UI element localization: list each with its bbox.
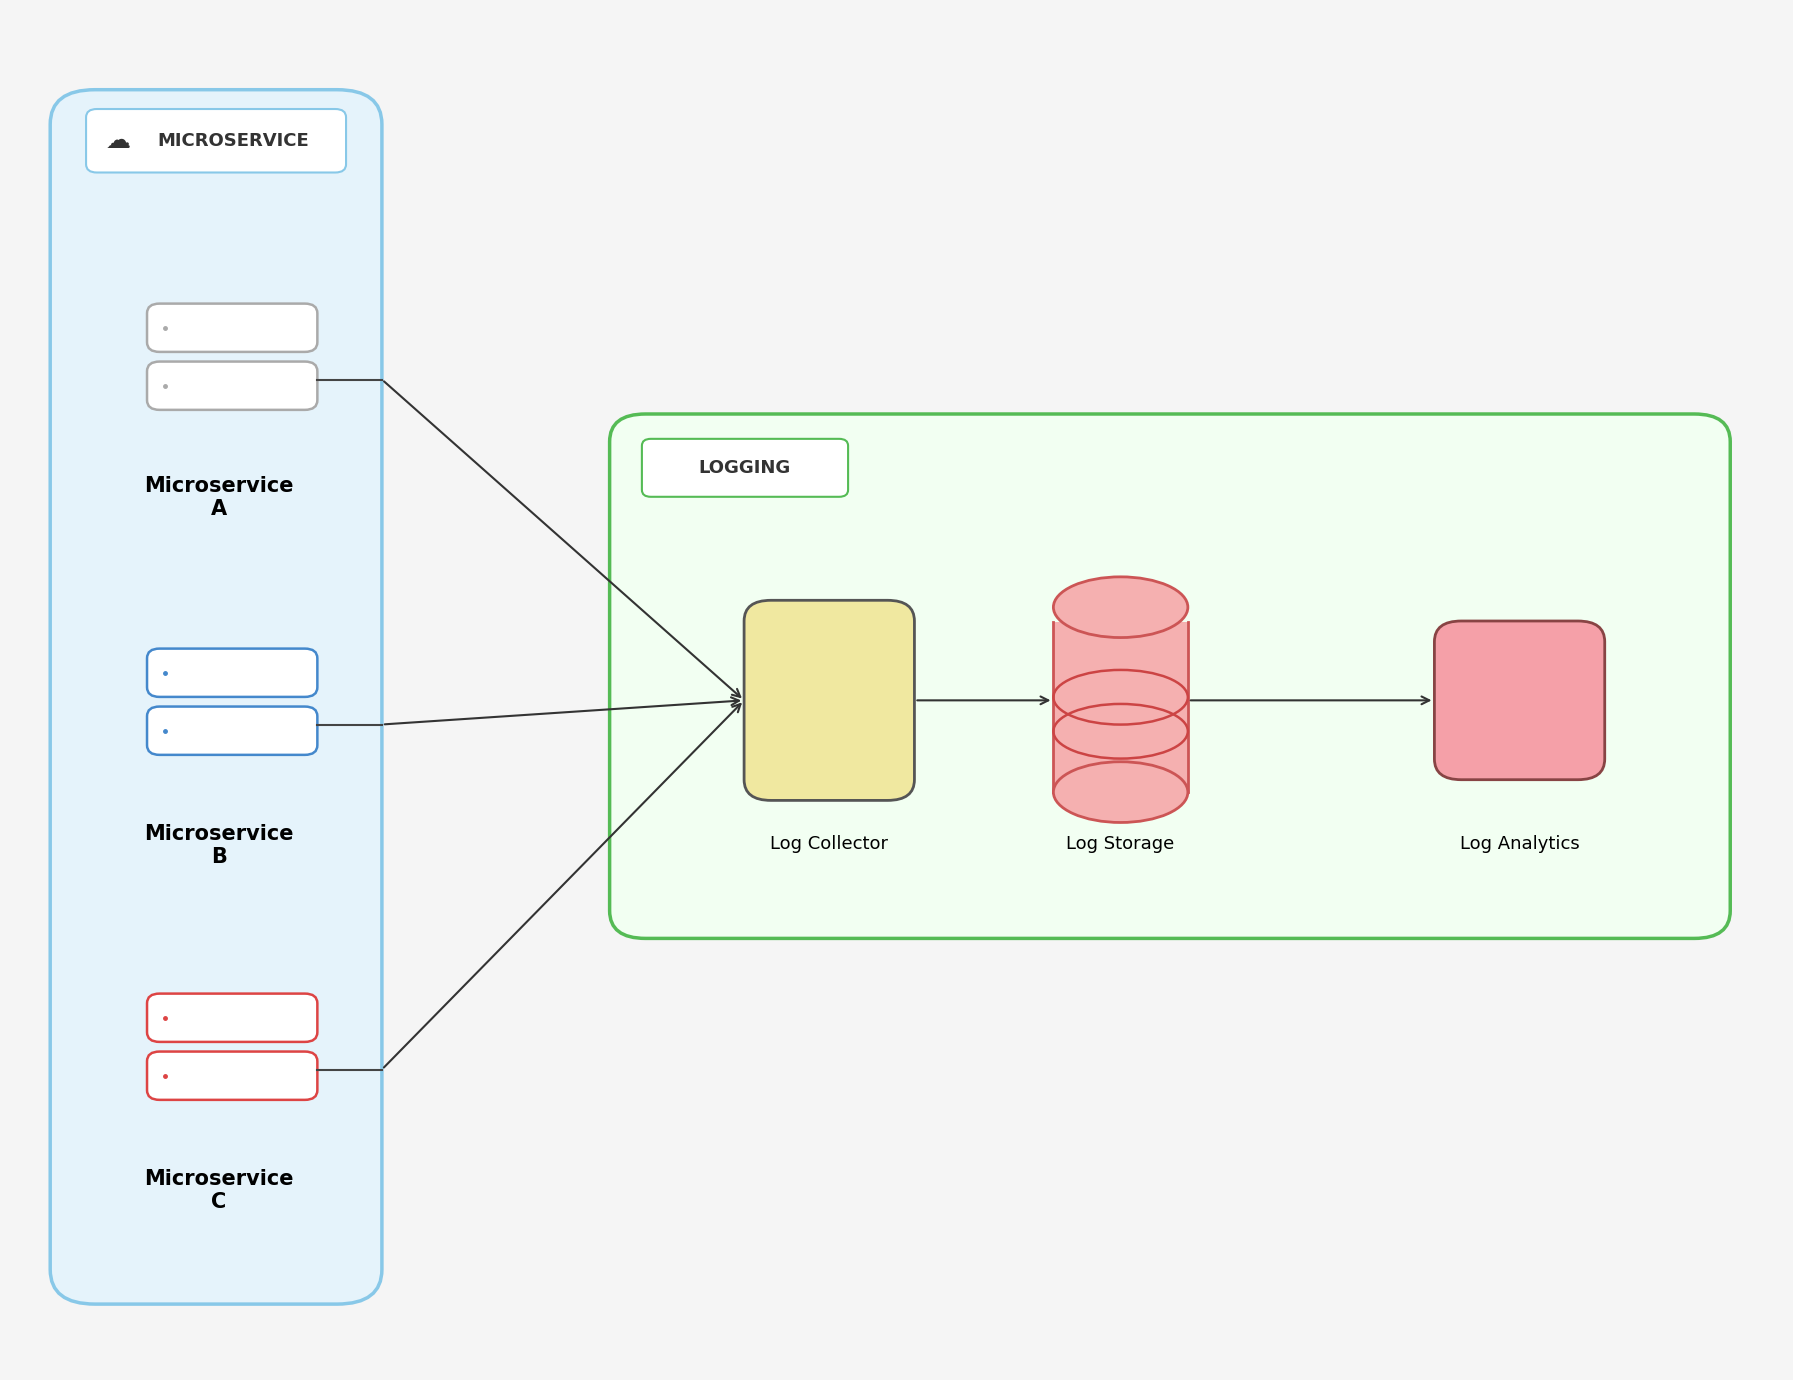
Text: ☁: ☁ (106, 128, 131, 153)
FancyBboxPatch shape (744, 600, 914, 800)
Text: Log Storage: Log Storage (1067, 835, 1174, 853)
Text: Microservice
C: Microservice C (143, 1169, 294, 1212)
Ellipse shape (1052, 762, 1187, 822)
Text: Log Collector: Log Collector (771, 835, 888, 853)
FancyBboxPatch shape (147, 362, 317, 410)
FancyBboxPatch shape (147, 1052, 317, 1100)
FancyBboxPatch shape (1052, 622, 1187, 792)
FancyBboxPatch shape (1434, 621, 1605, 780)
FancyBboxPatch shape (147, 707, 317, 755)
Text: Microservice
B: Microservice B (143, 824, 294, 867)
FancyBboxPatch shape (50, 90, 382, 1304)
Text: LOGGING: LOGGING (699, 458, 791, 477)
Ellipse shape (1052, 577, 1187, 638)
Text: MICROSERVICE: MICROSERVICE (158, 131, 308, 150)
Text: Microservice
A: Microservice A (143, 476, 294, 519)
FancyBboxPatch shape (147, 649, 317, 697)
FancyBboxPatch shape (642, 439, 848, 497)
Text: Log Analytics: Log Analytics (1460, 835, 1580, 853)
FancyBboxPatch shape (147, 994, 317, 1042)
FancyBboxPatch shape (86, 109, 346, 172)
FancyBboxPatch shape (147, 304, 317, 352)
FancyBboxPatch shape (610, 414, 1730, 938)
